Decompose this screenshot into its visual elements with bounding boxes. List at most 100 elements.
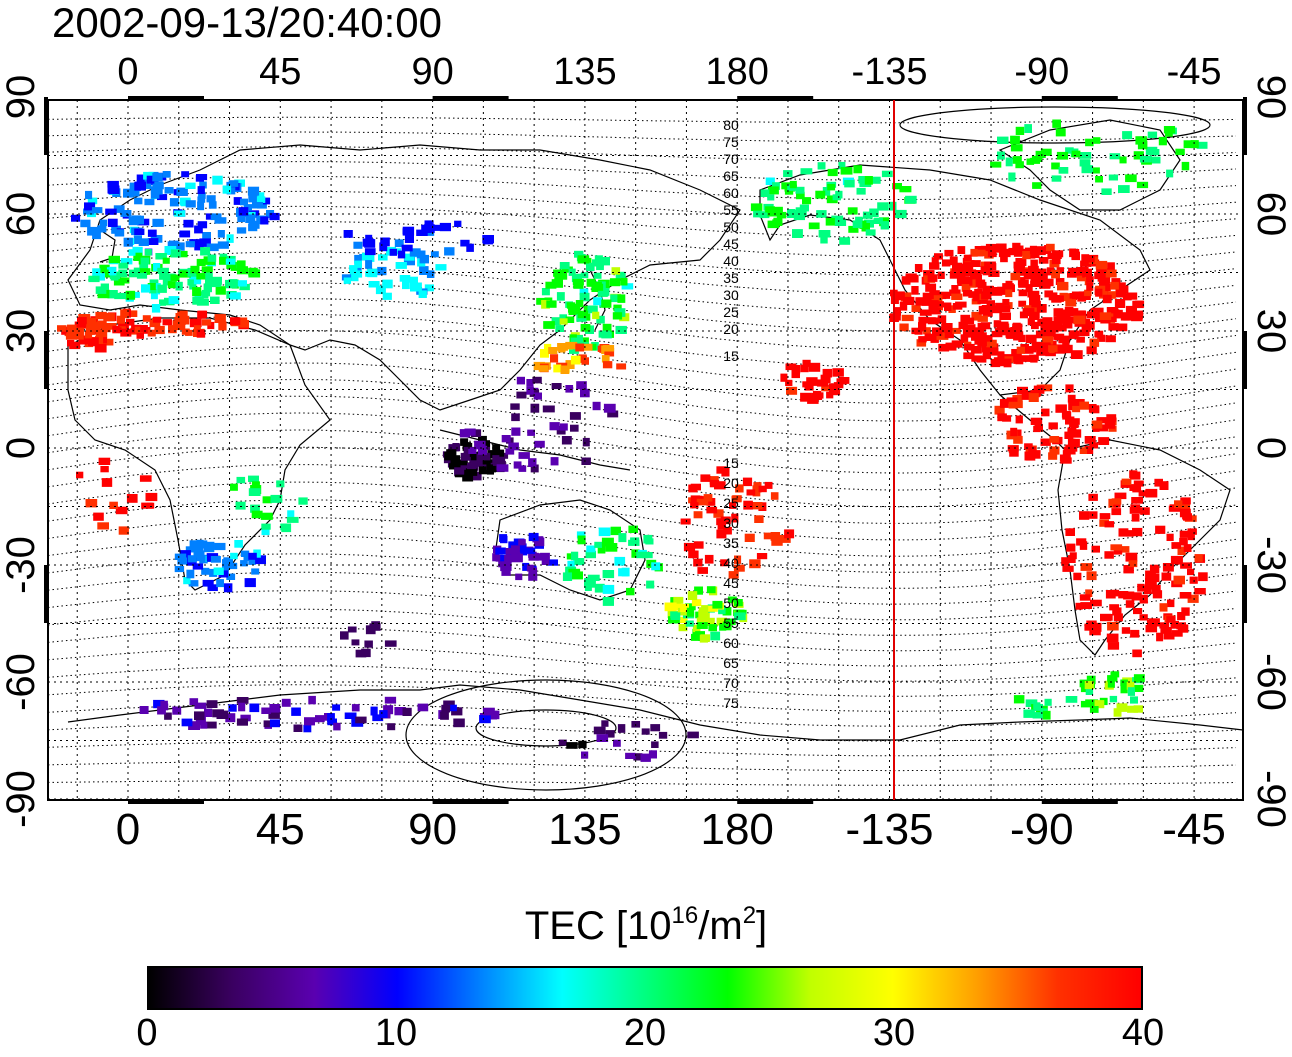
tec-pixel [1051, 162, 1060, 170]
tec-pixel [1030, 356, 1038, 363]
tec-pixel [1129, 470, 1138, 478]
tec-pixel [67, 324, 77, 334]
tec-pixel [1175, 556, 1183, 565]
tec-pixel [1091, 545, 1100, 553]
tec-pixel [118, 526, 129, 535]
tec-pixel [1111, 498, 1122, 505]
tec-pixel [1086, 282, 1094, 291]
tec-pixel [142, 315, 151, 322]
tec-pixel [544, 343, 552, 352]
tec-pixel [1017, 386, 1028, 395]
tec-pixel [382, 279, 393, 289]
tec-pixel [542, 405, 555, 413]
tec-pixel [1194, 588, 1206, 595]
tec-pixel [703, 494, 713, 502]
tec-pixel [239, 283, 250, 291]
tec-pixel [1145, 625, 1158, 633]
tec-pixel [150, 190, 160, 199]
tec-pixel [918, 336, 927, 343]
tec-pixel [1159, 481, 1169, 490]
tec-pixel [426, 270, 435, 278]
tec-pixel [1088, 404, 1097, 413]
coastline-greenland [998, 119, 1181, 211]
tec-pixel [84, 331, 93, 339]
tec-pixel [596, 263, 604, 271]
tec-pixel [365, 234, 373, 242]
tec-pixel [729, 502, 737, 509]
border-tick [737, 96, 814, 100]
tec-pixel [365, 260, 373, 269]
sza-label: 60 [723, 185, 739, 201]
tec-pixel [280, 523, 290, 531]
tec-pixel [919, 309, 932, 316]
tec-pixel [1055, 404, 1067, 413]
tec-pixel [792, 365, 801, 374]
tec-pixel [387, 723, 396, 731]
tec-pixel [957, 278, 965, 286]
colorbar [147, 966, 1143, 1010]
tec-pixel [1131, 514, 1140, 522]
tec-pixel [248, 488, 261, 496]
tec-pixel [1033, 425, 1041, 433]
tec-pixel [368, 281, 380, 288]
tec-pixel [821, 385, 832, 392]
tec-pixel [1088, 493, 1098, 501]
tec-pixel [540, 552, 550, 560]
tec-pixel [223, 583, 233, 593]
tec-pixel [101, 269, 110, 278]
tec-pixel [925, 283, 937, 292]
tec-pixel [562, 572, 573, 581]
tec-pixel [680, 518, 691, 525]
tec-pixel [579, 288, 589, 295]
tec-pixel [120, 309, 129, 319]
tec-pixel [1123, 313, 1133, 321]
tec-pixel [1133, 151, 1144, 160]
tec-pixel [1125, 552, 1138, 562]
tec-map: 8075706560555045403530252015152025303540… [0, 51, 1292, 854]
tec-pixel [248, 557, 256, 565]
tec-pixel [1108, 174, 1118, 181]
tec-pixel [905, 195, 917, 204]
tec-pixel [364, 239, 376, 248]
tec-pixel [123, 188, 133, 197]
tec-pixel [261, 528, 270, 536]
tec-pixel [168, 325, 177, 334]
tec-pixel [978, 305, 987, 313]
tec-pixel [984, 261, 993, 271]
tec-pixel [192, 563, 204, 570]
tec-pixel [236, 266, 248, 275]
tec-pixel [1099, 312, 1112, 320]
tec-pixel [530, 403, 540, 413]
tec-pixel [735, 484, 744, 493]
tec-pixel [1002, 299, 1010, 306]
tec-pixel [604, 348, 615, 357]
tec-pixel [581, 357, 589, 365]
border-tick [432, 96, 509, 100]
top-lon-label: 90 [411, 51, 453, 93]
tec-pixel [153, 699, 165, 709]
tec-pixel [945, 342, 957, 351]
tec-pixel [303, 724, 312, 733]
tec-pixel [202, 579, 214, 587]
sza-contour [48, 571, 1237, 621]
right-lat-label: 60 [1249, 192, 1292, 237]
tec-pixel [1179, 592, 1192, 599]
tec-pixel [555, 325, 564, 332]
tec-pixel [468, 447, 477, 454]
tec-pixel [558, 272, 568, 280]
tec-pixel [734, 599, 743, 607]
tec-pixel [193, 550, 205, 557]
tec-pixel [132, 246, 143, 256]
tec-pixel [355, 716, 367, 724]
tec-pixel [77, 317, 87, 325]
tec-pixel [742, 477, 753, 487]
tec-pixel [364, 248, 376, 256]
tec-pixel [1086, 346, 1097, 355]
tec-pixel [202, 272, 213, 280]
tec-pixel [1118, 185, 1130, 193]
tec-pixel [416, 250, 426, 259]
tec-pixel [462, 442, 471, 451]
tec-pixel [1126, 530, 1134, 537]
tec-pixel [1056, 324, 1067, 332]
tec-pixel [208, 201, 217, 209]
